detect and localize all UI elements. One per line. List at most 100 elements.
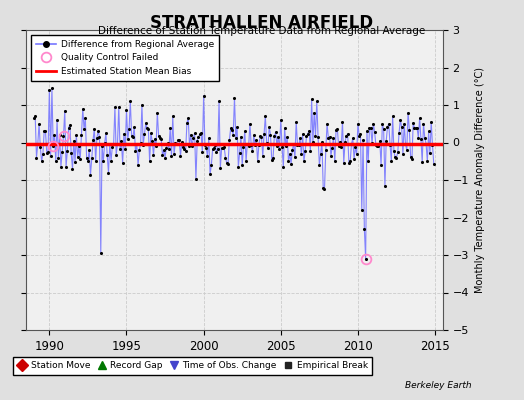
Point <box>156 135 164 141</box>
Point <box>411 124 420 131</box>
Point <box>238 162 246 168</box>
Point <box>158 152 167 158</box>
Point <box>152 143 160 149</box>
Text: Difference of Station Temperature Data from Regional Average: Difference of Station Temperature Data f… <box>99 26 425 36</box>
Point <box>327 152 335 159</box>
Point <box>225 137 234 144</box>
Point <box>280 125 289 131</box>
Point <box>265 124 274 130</box>
Point <box>334 143 343 149</box>
Point <box>289 141 298 147</box>
Point <box>84 158 92 164</box>
Point <box>166 125 174 131</box>
Point <box>249 132 258 138</box>
Point <box>401 141 410 147</box>
Point <box>369 120 377 127</box>
Point <box>163 140 172 146</box>
Point <box>181 148 190 154</box>
Point <box>119 131 128 137</box>
Point <box>373 143 381 149</box>
Point <box>399 151 407 158</box>
Point <box>232 135 240 142</box>
Point <box>374 143 383 150</box>
Point <box>42 150 51 156</box>
Point <box>386 142 394 148</box>
Point <box>308 96 316 102</box>
Point <box>93 134 101 141</box>
Point <box>176 152 184 159</box>
Point <box>111 104 119 110</box>
Point <box>231 94 239 101</box>
Point <box>391 154 399 161</box>
Point <box>268 157 276 164</box>
Point <box>428 142 436 149</box>
Point <box>136 140 145 146</box>
Point <box>260 131 268 137</box>
Point <box>92 158 100 164</box>
Point <box>379 126 388 132</box>
Point <box>301 148 309 154</box>
Point <box>300 158 308 164</box>
Point <box>314 134 322 140</box>
Point <box>94 128 102 134</box>
Point <box>59 133 68 139</box>
Point <box>127 133 136 140</box>
Point <box>353 151 361 158</box>
Point <box>288 147 297 153</box>
Point <box>303 131 312 137</box>
Point <box>421 134 429 141</box>
Text: Berkeley Earth: Berkeley Earth <box>405 381 472 390</box>
Point <box>48 85 56 91</box>
Point <box>108 144 116 150</box>
Point <box>185 142 194 149</box>
Point <box>183 120 191 126</box>
Point <box>271 129 280 136</box>
Point <box>134 162 142 168</box>
Point <box>337 144 345 150</box>
Point <box>297 151 305 157</box>
Point <box>110 140 118 147</box>
Point <box>195 131 204 138</box>
Point <box>400 120 408 127</box>
Point <box>425 150 434 157</box>
Point <box>53 117 61 123</box>
Point <box>408 156 416 162</box>
Point <box>117 138 126 144</box>
Point <box>251 142 259 148</box>
Point <box>318 139 326 145</box>
Point <box>75 143 83 150</box>
Point <box>39 151 47 157</box>
Point <box>90 125 99 132</box>
Point <box>89 137 97 143</box>
Point <box>194 134 203 140</box>
Point <box>126 98 135 104</box>
Point <box>313 98 321 104</box>
Point <box>165 146 173 152</box>
Point <box>263 140 271 146</box>
Point <box>72 132 81 138</box>
Point <box>216 164 225 171</box>
Point <box>79 106 87 112</box>
Point <box>146 158 154 164</box>
Point <box>36 144 45 151</box>
Point <box>294 142 303 149</box>
Point <box>35 120 43 127</box>
Point <box>328 144 336 151</box>
Point <box>212 149 221 155</box>
Point <box>30 115 38 121</box>
Point <box>323 120 331 127</box>
Point <box>258 153 267 160</box>
Point <box>376 138 384 144</box>
Point <box>188 143 196 150</box>
Point <box>348 135 357 142</box>
Point <box>405 127 413 133</box>
Point <box>362 256 370 262</box>
Point <box>189 135 198 142</box>
Point <box>237 134 245 140</box>
Point <box>254 158 262 164</box>
Point <box>178 139 186 146</box>
Point <box>226 125 235 132</box>
Point <box>430 161 438 167</box>
Point <box>356 131 365 138</box>
Point <box>82 155 91 161</box>
